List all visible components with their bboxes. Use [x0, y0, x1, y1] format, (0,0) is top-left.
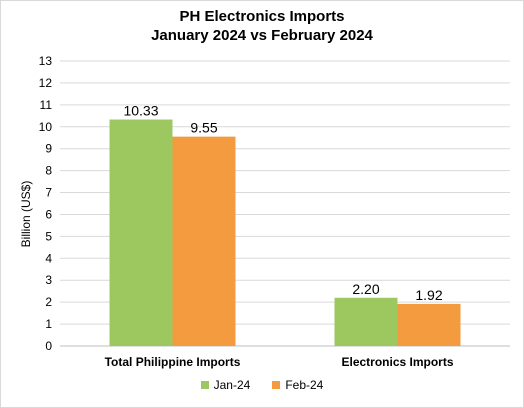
bar-jan [334, 297, 398, 346]
data-label: 1.92 [415, 287, 442, 303]
legend-label-jan: Jan-24 [213, 378, 251, 392]
y-tick-label: 1 [45, 317, 52, 331]
y-tick-label: 3 [45, 273, 52, 287]
bar-jan [109, 119, 173, 347]
legend-swatch-jan [200, 381, 209, 389]
chart-title-line2: January 2024 vs February 2024 [151, 27, 373, 44]
y-tick-label: 2 [45, 295, 52, 309]
legend: Jan-24 Feb-24 [0, 378, 524, 392]
y-tick-label: 10 [39, 120, 53, 134]
y-tick-label: 6 [45, 207, 52, 221]
data-label: 10.33 [123, 103, 158, 119]
y-tick-label: 4 [45, 251, 52, 265]
y-tick-label: 7 [45, 186, 52, 200]
y-tick-label: 13 [39, 54, 53, 68]
legend-item-jan: Jan-24 [200, 378, 251, 392]
y-tick-label: 9 [45, 142, 52, 156]
data-label: 2.20 [352, 281, 379, 297]
legend-swatch-feb [272, 381, 281, 389]
legend-label-feb: Feb-24 [285, 378, 324, 392]
x-category-label: Total Philippine Imports [105, 355, 241, 369]
legend-item-feb: Feb-24 [272, 378, 323, 392]
bar-feb [172, 136, 236, 346]
y-tick-label: 12 [39, 76, 53, 90]
y-tick-label: 8 [45, 164, 52, 178]
y-tick-label: 11 [40, 98, 53, 112]
data-label: 9.55 [190, 120, 217, 136]
x-category-label: Electronics Imports [341, 355, 453, 369]
y-tick-label: 5 [45, 229, 52, 243]
bar-feb [397, 303, 461, 346]
y-tick-label: 0 [45, 339, 52, 353]
chart-title-line1: PH Electronics Imports [179, 8, 345, 25]
y-axis-label: Billion (US$) [19, 180, 33, 248]
